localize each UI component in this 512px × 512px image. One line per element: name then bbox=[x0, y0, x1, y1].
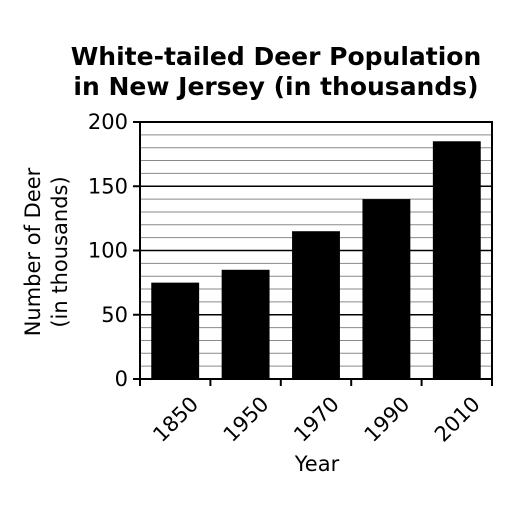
bar-1990 bbox=[362, 199, 411, 379]
bars bbox=[151, 141, 481, 379]
x-axis-label: Year bbox=[294, 452, 340, 476]
chart-title-line-2: in New Jersey (in thousands) bbox=[73, 72, 478, 101]
y-axis-label: Number of Deer (in thousands) bbox=[21, 167, 72, 336]
y-tick-label: 150 bbox=[88, 174, 128, 198]
x-tick-label: 2010 bbox=[430, 392, 485, 447]
x-tick-label: 1950 bbox=[219, 392, 274, 447]
chart-title-line-1: White-tailed Deer Population bbox=[71, 42, 482, 71]
y-tick-label: 200 bbox=[88, 110, 128, 134]
x-tick-label: 1970 bbox=[289, 392, 344, 447]
bar-1970 bbox=[292, 231, 340, 379]
x-axis-ticks: 1850 1950 1970 1990 2010 bbox=[139, 379, 493, 447]
y-tick-label: 100 bbox=[88, 239, 128, 263]
bar-2010 bbox=[432, 141, 481, 379]
y-tick-label: 0 bbox=[115, 367, 128, 391]
x-tick-label: 1850 bbox=[148, 392, 203, 447]
y-axis-label-line-1: Number of Deer bbox=[21, 167, 45, 336]
bar-1850 bbox=[151, 282, 200, 379]
y-axis-ticks: 0 50 100 150 200 bbox=[88, 110, 140, 391]
bar-1950 bbox=[221, 269, 270, 379]
y-axis-label-line-2: (in thousands) bbox=[48, 176, 72, 327]
x-tick-label: 1990 bbox=[360, 392, 415, 447]
y-tick-label: 50 bbox=[101, 303, 128, 327]
